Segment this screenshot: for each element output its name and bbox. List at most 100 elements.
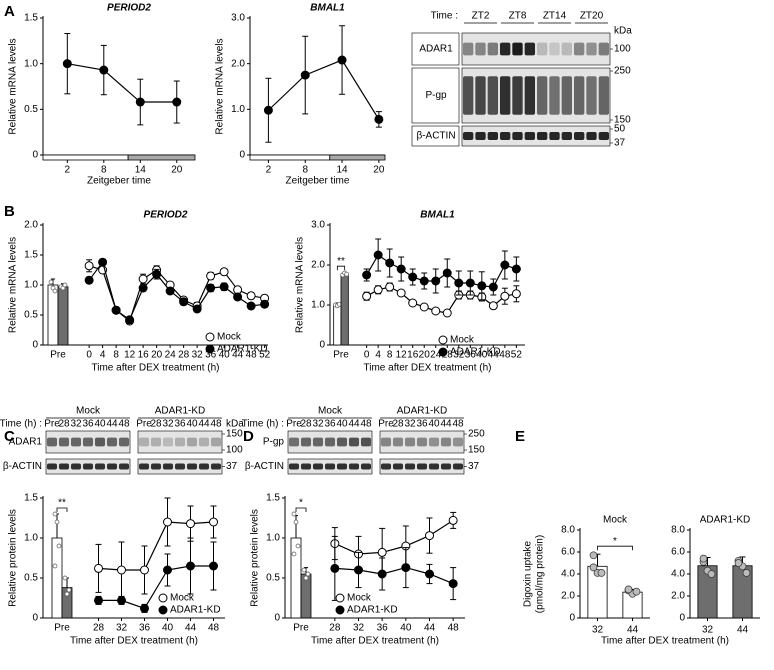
legend-label: ADAR1-KD <box>170 605 221 616</box>
blot-band <box>198 463 210 470</box>
blot-band <box>162 437 174 447</box>
data-point <box>135 97 145 107</box>
data-point <box>138 274 148 284</box>
lane-label: 28 <box>300 419 312 430</box>
data-point <box>425 569 434 579</box>
blot-band <box>46 437 58 447</box>
lane-label: 32 <box>404 419 416 430</box>
lane-label: 48 <box>452 419 464 430</box>
pre-bar <box>47 284 59 346</box>
pre-point <box>66 587 72 593</box>
lane-label: 28 <box>58 419 70 430</box>
lane-label: Pre <box>286 419 302 430</box>
y-tick-label: 1.5 <box>24 250 38 261</box>
pre-point <box>52 511 58 517</box>
blot-band <box>360 463 372 470</box>
x-tick-label: 32 <box>116 623 128 634</box>
data-point <box>354 565 363 575</box>
series-line <box>67 63 177 103</box>
blot-band <box>336 463 348 470</box>
data-point <box>117 565 126 575</box>
data-point <box>511 289 521 299</box>
data-point <box>408 272 418 282</box>
x-tick-label: 44 <box>424 623 436 634</box>
lane-label: 32 <box>162 419 174 430</box>
blot-band <box>210 463 222 470</box>
data-point <box>163 517 172 527</box>
blot-band <box>586 132 597 140</box>
point <box>734 559 743 567</box>
row-label: β-ACTIN <box>3 461 42 472</box>
pre-point <box>62 282 68 288</box>
blot-band <box>106 463 118 470</box>
blot-band <box>300 463 312 470</box>
blot-band <box>150 437 162 447</box>
point <box>632 587 641 596</box>
x-tick-label: 8 <box>101 165 107 176</box>
panel-label: A <box>4 3 15 20</box>
y-tick-label: 1.0 <box>24 58 38 69</box>
data-point <box>98 257 108 267</box>
blot-band <box>475 76 486 115</box>
blot-band <box>499 132 511 140</box>
x-tick-label: 44 <box>185 623 197 634</box>
pre-point <box>62 575 68 581</box>
blot-band <box>58 463 70 470</box>
x-tick-label: 48 <box>246 350 258 361</box>
blot-band <box>487 132 499 140</box>
data-point <box>192 304 202 314</box>
y-tick-label: 0 <box>679 613 685 624</box>
y-tick-label: 0.5 <box>24 573 38 584</box>
blot-band <box>70 463 82 470</box>
blot-band <box>336 437 348 447</box>
blot-band <box>162 463 174 470</box>
x-tick-label: 40 <box>219 350 231 361</box>
data-point <box>377 569 387 579</box>
lane-label: ZT14 <box>543 11 567 22</box>
blot-band <box>46 463 58 470</box>
blot-band <box>549 132 560 140</box>
pre-point <box>291 551 297 557</box>
data-point <box>454 278 464 288</box>
blot-band <box>58 437 70 447</box>
blot-band <box>524 42 536 56</box>
blot-band <box>586 42 597 56</box>
blot-band <box>186 463 198 470</box>
data-point <box>374 114 384 124</box>
lane-label: 36 <box>324 419 336 430</box>
x-tick-label: 2 <box>65 165 71 176</box>
blot-band <box>536 132 548 140</box>
lane-label: 48 <box>210 419 222 430</box>
blot-band <box>300 437 312 447</box>
x-tick-label: 20 <box>171 165 183 176</box>
legend-label: ADAR1-KD <box>217 344 268 355</box>
unit-label: kDa <box>226 419 244 430</box>
blot-band <box>312 463 324 470</box>
legend-marker <box>438 335 448 345</box>
size-marker: 37 <box>468 461 480 472</box>
significance-bracket <box>597 545 633 551</box>
blot-band <box>312 437 324 447</box>
group-label: ADAR1-KD <box>155 406 206 417</box>
pre-label: Pre <box>293 623 309 634</box>
data-point <box>500 291 510 301</box>
x-tick-label: 36 <box>205 350 217 361</box>
blot-background <box>137 430 223 454</box>
y-tick-label: 1.0 <box>311 300 325 311</box>
data-point <box>179 297 189 307</box>
blot-band <box>536 42 548 56</box>
data-point <box>263 105 273 115</box>
blot-band <box>512 76 523 115</box>
row-label: β-ACTIN <box>416 131 455 142</box>
data-point <box>94 563 103 573</box>
size-marker: 150 <box>226 429 243 440</box>
y-tick-label: 2.0 <box>671 591 685 602</box>
blot-band <box>462 42 474 56</box>
size-marker: 100 <box>226 445 243 456</box>
blot-band <box>586 76 597 115</box>
blot-band <box>404 437 416 447</box>
pre-label: Pre <box>50 350 66 361</box>
blot-band <box>462 132 474 140</box>
legend-label: Mock <box>217 332 242 343</box>
data-point <box>111 305 121 315</box>
